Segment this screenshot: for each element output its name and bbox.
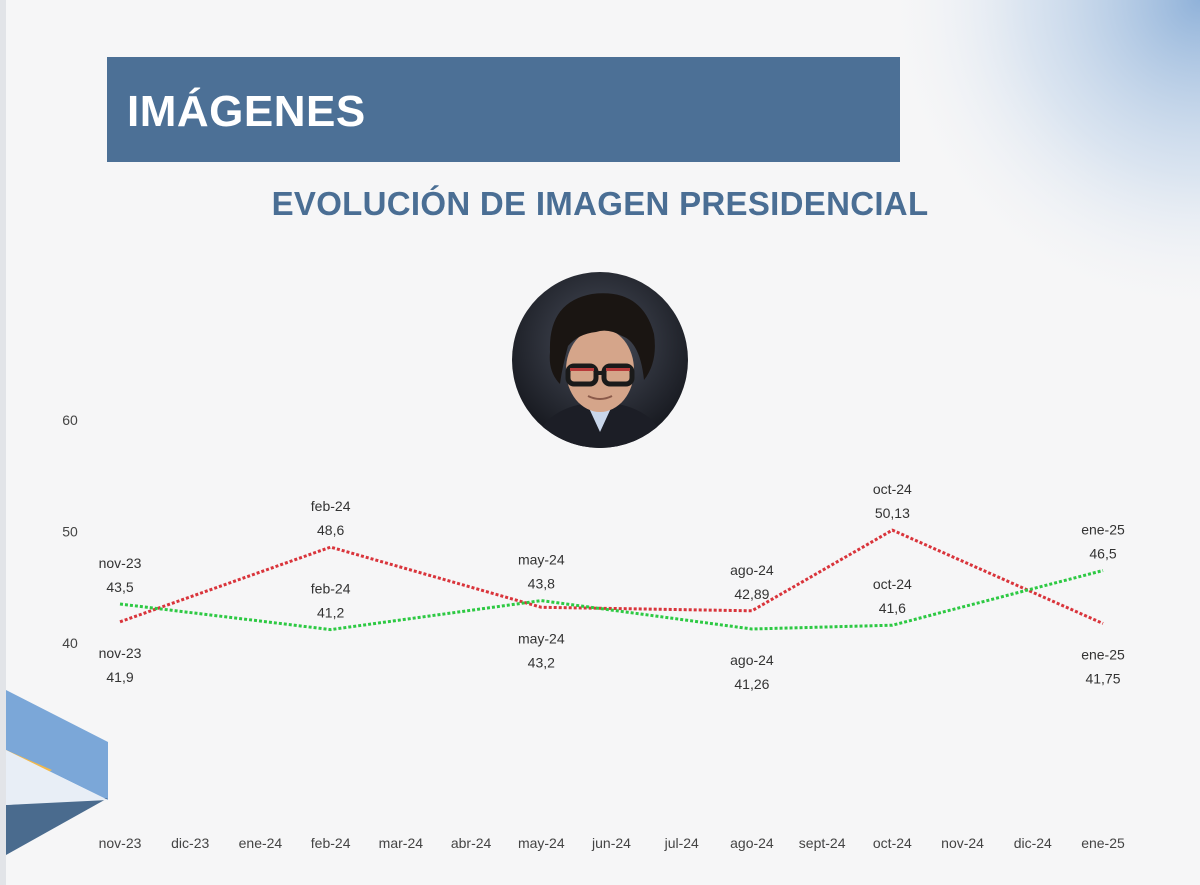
data-label-date: may-24 — [518, 630, 565, 646]
x-tick-label: nov-24 — [941, 835, 984, 851]
data-label-date: nov-23 — [99, 645, 142, 661]
data-label-value: 46,5 — [1089, 546, 1116, 562]
data-label-date: ago-24 — [730, 652, 774, 668]
portrait-image — [512, 272, 688, 448]
x-tick-label: dic-23 — [171, 835, 209, 851]
x-tick-label: ene-24 — [239, 835, 283, 851]
x-tick-label: may-24 — [518, 835, 565, 851]
series-line-2 — [119, 569, 1104, 632]
x-tick-label: sept-24 — [799, 835, 846, 851]
data-label-value: 41,75 — [1085, 670, 1120, 686]
x-tick-label: jul-24 — [664, 835, 699, 851]
x-axis: nov-23 dic-23 ene-24 feb-24 mar-24 abr-24 may-… — [99, 835, 1125, 851]
data-label-date: nov-23 — [99, 555, 142, 571]
y-tick-label: 50 — [62, 524, 78, 540]
left-edge-strip — [0, 0, 6, 885]
data-label-date: feb-24 — [311, 498, 351, 514]
data-label-value: 41,9 — [106, 669, 133, 685]
decorative-arrow-shape — [6, 690, 108, 855]
data-label-value: 42,89 — [734, 586, 769, 602]
data-label-value: 50,13 — [875, 505, 910, 521]
x-tick-label: dic-24 — [1014, 835, 1052, 851]
x-tick-label: ene-25 — [1081, 835, 1125, 851]
data-label-date: ago-24 — [730, 562, 774, 578]
series-lines — [119, 528, 1104, 632]
data-label-date: oct-24 — [873, 576, 912, 592]
x-tick-label: feb-24 — [311, 835, 351, 851]
data-label-value: 43,8 — [528, 576, 555, 592]
data-labels: nov-23 41,9 feb-24 48,6 may-24 43,2 ago-24 42,8… — [99, 481, 1125, 692]
x-tick-label: jun-24 — [591, 835, 631, 851]
data-label-value: 43,2 — [528, 654, 555, 670]
x-tick-label: abr-24 — [451, 835, 492, 851]
y-tick-label: 40 — [62, 635, 78, 651]
series-line-1 — [119, 528, 1104, 625]
x-tick-label: mar-24 — [379, 835, 424, 851]
data-label-date: feb-24 — [311, 581, 351, 597]
data-label-value: 41,2 — [317, 605, 344, 621]
data-label-value: 43,5 — [106, 579, 133, 595]
y-axis: 40 50 60 — [62, 412, 78, 651]
chart-title: EVOLUCIÓN DE IMAGEN PRESIDENCIAL — [271, 185, 929, 222]
y-tick-label: 60 — [62, 412, 78, 428]
data-label-value: 41,6 — [879, 600, 906, 616]
data-label-value: 41,26 — [734, 676, 769, 692]
data-label-date: may-24 — [518, 552, 565, 568]
x-tick-label: ago-24 — [730, 835, 774, 851]
x-tick-label: oct-24 — [873, 835, 912, 851]
data-label-date: oct-24 — [873, 481, 912, 497]
x-tick-label: nov-23 — [99, 835, 142, 851]
section-banner: IMÁGENES — [107, 57, 900, 162]
section-title: IMÁGENES — [127, 87, 366, 136]
data-label-date: ene-25 — [1081, 522, 1125, 538]
data-label-date: ene-25 — [1081, 646, 1125, 662]
data-label-value: 48,6 — [317, 522, 344, 538]
